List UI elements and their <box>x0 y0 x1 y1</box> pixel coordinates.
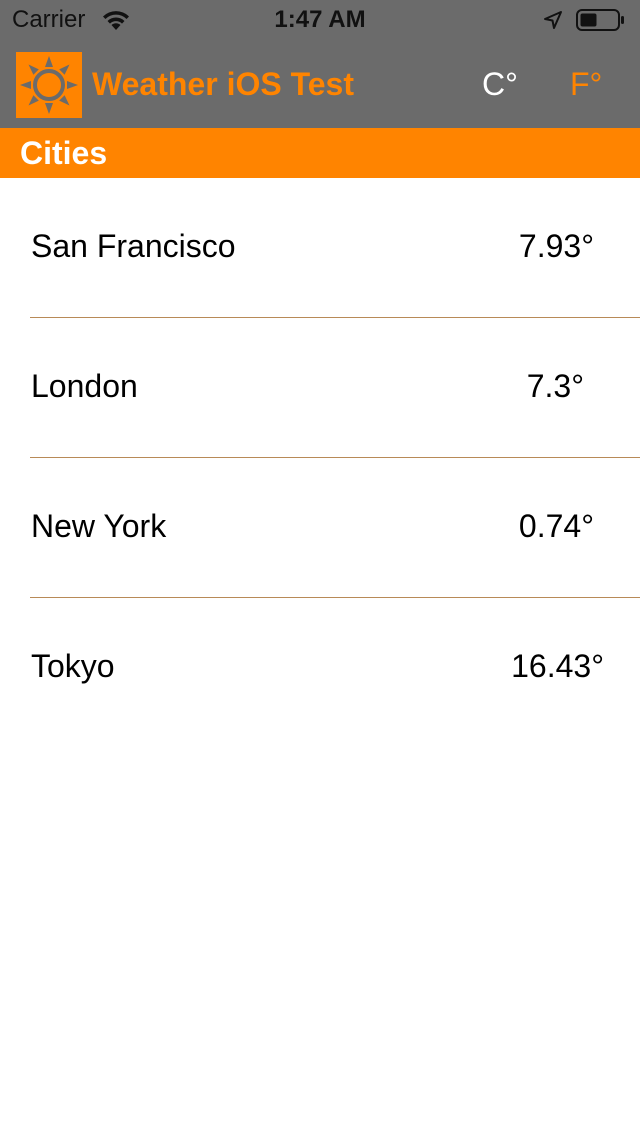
section-header: Cities <box>0 128 640 178</box>
city-name: San Francisco <box>31 228 236 264</box>
app-title: Weather iOS Test <box>92 66 354 102</box>
city-temperature: 0.74° <box>518 508 594 544</box>
city-temperature: 7.93° <box>518 228 594 264</box>
city-list: San Francisco 7.93° London 7.3° New York… <box>0 178 640 737</box>
wifi-icon <box>103 11 129 30</box>
sun-icon <box>16 52 82 118</box>
city-name: New York <box>31 508 167 544</box>
city-temperature: 16.43° <box>511 648 604 684</box>
city-name: London <box>31 368 138 404</box>
city-temperature: 7.3° <box>526 368 584 404</box>
section-title: Cities <box>20 135 108 171</box>
city-name: Tokyo <box>31 648 115 684</box>
city-row-tokyo[interactable]: Tokyo 16.43° <box>30 598 640 737</box>
status-bar: Carrier 1:47 AM <box>0 0 640 40</box>
nav-bar: Weather iOS Test C° F° <box>0 40 640 128</box>
status-time: 1:47 AM <box>274 6 366 33</box>
city-row-london[interactable]: London 7.3° <box>30 318 640 458</box>
carrier-label: Carrier <box>12 6 86 33</box>
location-arrow-icon <box>544 11 562 29</box>
city-row-san-francisco[interactable]: San Francisco 7.93° <box>30 178 640 318</box>
celsius-button[interactable]: C° <box>482 66 518 102</box>
fahrenheit-button[interactable]: F° <box>570 66 603 102</box>
city-row-new-york[interactable]: New York 0.74° <box>30 458 640 598</box>
battery-icon <box>576 9 624 31</box>
